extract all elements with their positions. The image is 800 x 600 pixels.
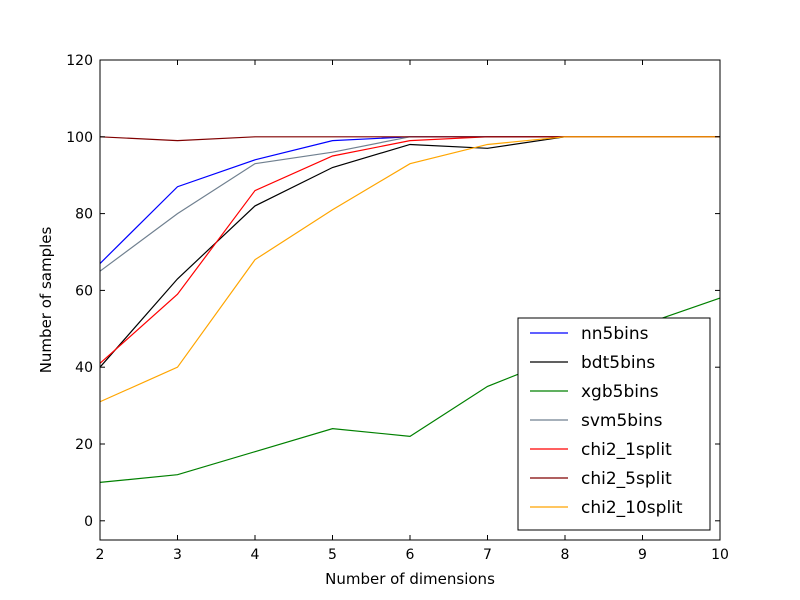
series-line-chi2-10split	[99, 136, 720, 403]
y-tick-label: 40	[75, 360, 93, 376]
x-tick-label: 9	[638, 547, 647, 563]
legend-label: chi2_10split	[581, 498, 683, 518]
y-tick-label: 120	[66, 53, 93, 69]
x-tick-label: 3	[173, 547, 182, 563]
x-tick-label: 6	[406, 547, 415, 563]
y-axis-title: Number of samples	[37, 227, 55, 374]
x-tick-label: 4	[251, 547, 260, 563]
y-tick-label: 0	[84, 514, 93, 530]
legend-label: xgb5bins	[581, 382, 659, 402]
x-tick-label: 10	[711, 547, 729, 563]
legend-label: nn5bins	[581, 324, 649, 344]
x-tick-label: 7	[483, 547, 492, 563]
y-tick-label: 20	[75, 437, 93, 453]
legend-box	[517, 317, 711, 531]
legend-label: chi2_5split	[581, 469, 672, 489]
legend-label: svm5bins	[581, 411, 663, 431]
x-tick-label: 8	[561, 547, 570, 563]
x-axis-title: Number of dimensions	[325, 570, 495, 588]
legend: nn5bins bdt5bins xgb5bins svm5bins chi2_1spl…	[517, 317, 711, 531]
x-tick-label: 5	[328, 547, 337, 563]
legend-label: chi2_1split	[581, 440, 672, 460]
series-layer	[99, 136, 721, 483]
y-tick-label: 60	[75, 283, 93, 299]
y-tick-label: 80	[75, 207, 93, 223]
legend-label: bdt5bins	[581, 353, 655, 373]
y-tick-label: 100	[66, 130, 93, 146]
x-tick-label: 2	[96, 547, 105, 563]
